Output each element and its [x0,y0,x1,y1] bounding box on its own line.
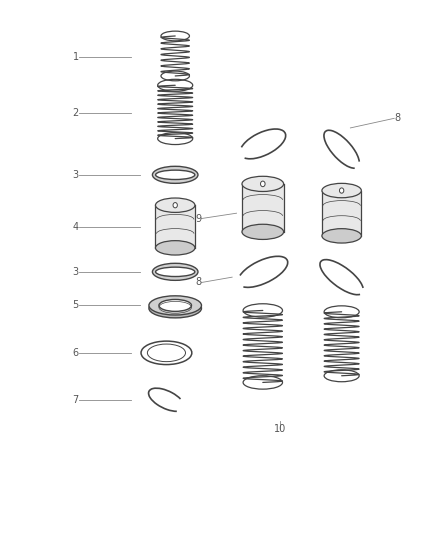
Ellipse shape [155,198,195,212]
Circle shape [261,181,265,187]
Text: 10: 10 [274,424,286,434]
Ellipse shape [322,229,361,243]
Text: 1: 1 [73,52,79,62]
Ellipse shape [155,170,195,180]
Ellipse shape [242,176,283,191]
Bar [155,205,195,248]
Text: 5: 5 [73,301,79,310]
Text: 3: 3 [73,170,79,180]
Ellipse shape [159,300,191,311]
Ellipse shape [155,241,195,255]
Text: 3: 3 [73,267,79,277]
Text: 6: 6 [73,348,79,358]
Bar [242,184,283,232]
Text: 2: 2 [73,108,79,118]
Ellipse shape [149,296,201,315]
Text: 8: 8 [394,114,400,123]
Circle shape [339,188,344,193]
Ellipse shape [242,224,283,239]
Circle shape [173,203,177,208]
Text: 4: 4 [73,222,79,231]
Text: 7: 7 [73,395,79,405]
Bar [322,191,361,236]
Text: 9: 9 [195,214,201,223]
Ellipse shape [155,267,195,277]
Ellipse shape [149,298,201,318]
Text: 8: 8 [195,278,201,287]
Ellipse shape [322,183,361,198]
Ellipse shape [152,263,198,280]
Ellipse shape [152,166,198,183]
